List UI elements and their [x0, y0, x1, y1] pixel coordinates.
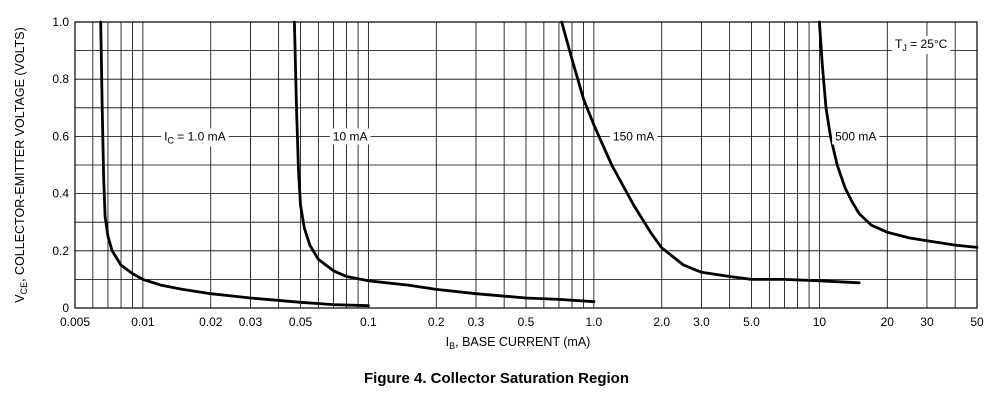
temperature-annotation-main: T: [895, 37, 903, 51]
x-tick-label-3: 3.0: [693, 315, 710, 329]
series-label-2-bg: [329, 128, 371, 145]
x-tick-label-0-02: 0.02: [199, 315, 223, 329]
series-labels: IC = 1.0 mA 10 mA 150 mA 500 mA: [161, 128, 880, 147]
series-curves: [99, 20, 979, 308]
y-tick-label-0: 0: [62, 301, 69, 315]
series-label-3-bg: [609, 128, 658, 145]
y-tick-label-0-6: 0.6: [52, 129, 69, 143]
x-tick-label-0-05: 0.05: [289, 315, 313, 329]
y-axis-label-main: V: [13, 294, 27, 303]
x-tick-label-30: 30: [920, 315, 934, 329]
x-axis-label-rest: , BASE CURRENT (mA): [455, 335, 590, 349]
x-tick-label-2: 2.0: [653, 315, 670, 329]
series-label-2-rest: 10 mA: [333, 129, 368, 143]
x-tick-label-10: 10: [813, 315, 827, 329]
series-label-1-sub: C: [167, 135, 174, 145]
x-tick-label-0-3: 0.3: [468, 315, 485, 329]
y-tick-labels: 0 0.2 0.4 0.6 0.8 1.0: [52, 15, 69, 315]
temperature-annotation-rest: = 25°C: [907, 37, 948, 51]
x-tick-label-0-1: 0.1: [360, 315, 377, 329]
series-label-1-bg: [161, 128, 229, 147]
y-axis-label: VCE, COLLECTOR-EMITTER VOLTAGE (VOLTS): [13, 27, 29, 303]
series-label-1-main: I: [164, 129, 167, 143]
temperature-annotation-text: TJ = 25°C: [895, 37, 948, 53]
series-label-3-rest: 150 mA: [613, 129, 654, 143]
series-label-1-rest: = 1.0 mA: [174, 129, 226, 143]
x-axis-label-main: I: [446, 335, 449, 349]
series-label-2: 10 mA: [333, 129, 368, 143]
temperature-annotation-sub: J: [902, 43, 907, 53]
y-tick-label-1: 1.0: [52, 15, 69, 29]
series-label-4-bg: [832, 128, 880, 145]
y-axis-label-rest: , COLLECTOR-EMITTER VOLTAGE (VOLTS): [13, 27, 27, 282]
plot-frame: [74, 21, 978, 309]
x-tick-label-50: 50: [970, 315, 984, 329]
figure-caption: Figure 4. Collector Saturation Region: [363, 370, 630, 387]
series-curve-3: [560, 20, 861, 285]
x-tick-label-1: 1.0: [586, 315, 603, 329]
series-curve-4: [818, 20, 979, 249]
y-tick-label-0-4: 0.4: [52, 187, 69, 201]
series-label-3: 150 mA: [613, 129, 654, 143]
series-curve-2: [293, 20, 596, 304]
series-curve-1: [99, 20, 370, 308]
x-tick-label-20: 20: [881, 315, 895, 329]
y-tick-label-0-8: 0.8: [52, 72, 69, 86]
x-tick-label-0-01: 0.01: [131, 315, 155, 329]
x-tick-label-0-005: 0.005: [60, 315, 90, 329]
x-tick-label-5: 5.0: [743, 315, 760, 329]
y-tick-label-0-2: 0.2: [52, 244, 69, 258]
series-label-4-rest: 500 mA: [835, 129, 876, 143]
x-tick-label-0-2: 0.2: [428, 315, 445, 329]
x-tick-label-0-03: 0.03: [239, 315, 263, 329]
series-label-1: IC = 1.0 mA: [164, 129, 226, 145]
temperature-annotation-bg: [892, 36, 951, 54]
x-tick-labels: 0.005 0.01 0.02 0.03 0.05 0.1 0.2 0.3 0.5 1.0 2.0 3…: [60, 315, 984, 329]
x-axis-label: IB, BASE CURRENT (mA): [446, 335, 591, 351]
series-label-4: 500 mA: [835, 129, 876, 143]
temperature-annotation: TJ = 25°C: [892, 36, 951, 54]
x-tick-label-0-5: 0.5: [518, 315, 535, 329]
y-axis-label-sub: CE: [19, 282, 29, 295]
x-axis-label-sub: B: [449, 341, 455, 351]
